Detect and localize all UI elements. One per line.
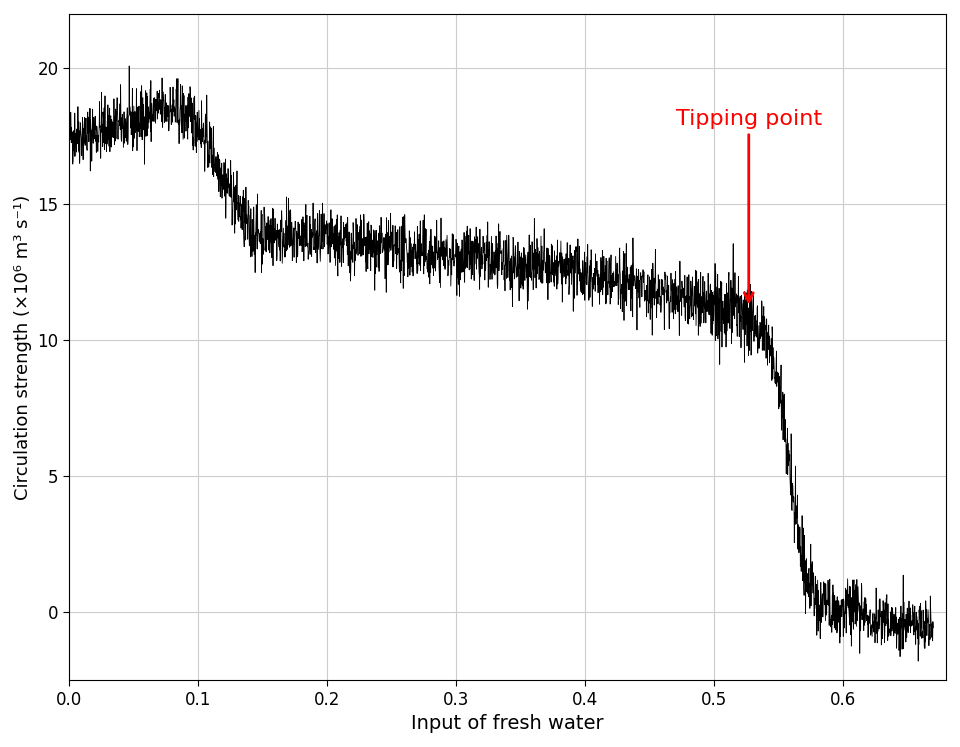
Text: Tipping point: Tipping point (676, 109, 822, 302)
Y-axis label: Circulation strength (×10⁶ m³ s⁻¹): Circulation strength (×10⁶ m³ s⁻¹) (13, 194, 32, 500)
X-axis label: Input of fresh water: Input of fresh water (411, 714, 604, 733)
